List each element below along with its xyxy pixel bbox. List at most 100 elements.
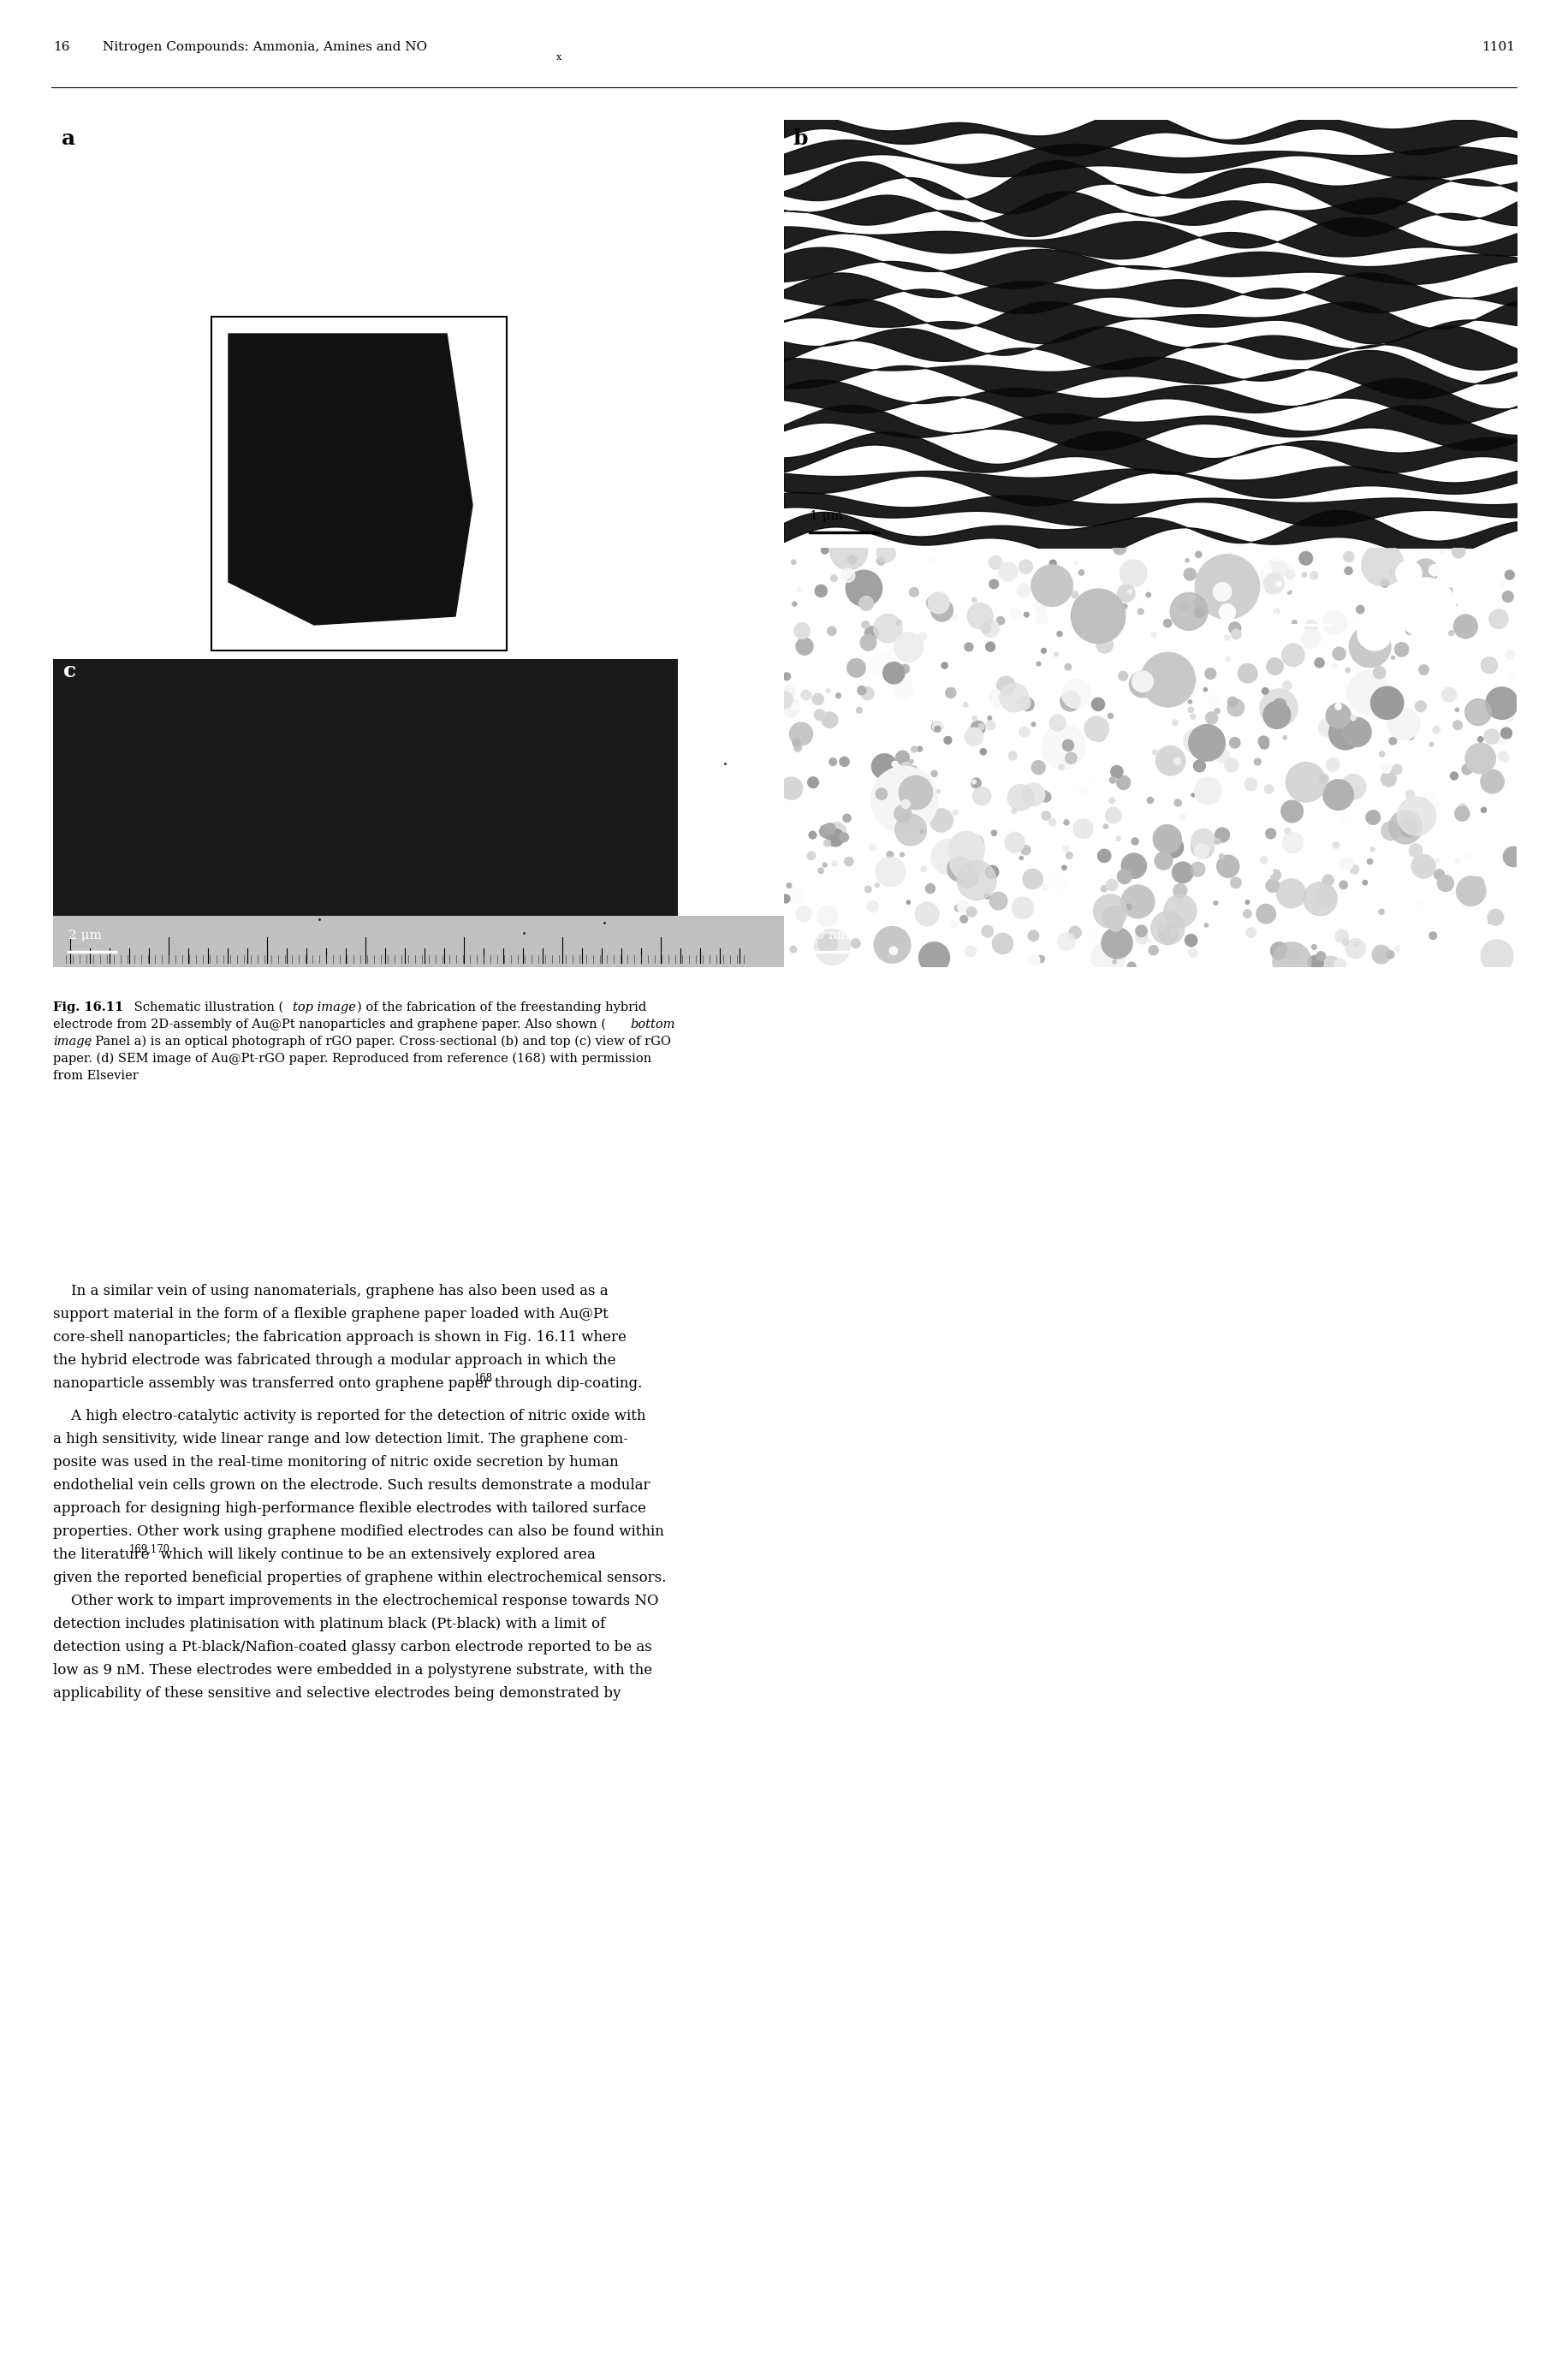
Circle shape xyxy=(941,663,947,668)
Text: 169,170: 169,170 xyxy=(129,1544,169,1554)
Circle shape xyxy=(1049,820,1055,827)
Circle shape xyxy=(1419,665,1428,675)
Circle shape xyxy=(1443,884,1449,889)
Circle shape xyxy=(1069,927,1082,939)
Circle shape xyxy=(972,596,977,601)
Circle shape xyxy=(1396,561,1422,587)
Circle shape xyxy=(911,746,917,753)
Text: Schematic illustration (: Schematic illustration ( xyxy=(130,1000,284,1015)
Circle shape xyxy=(1066,853,1073,858)
Circle shape xyxy=(1214,582,1231,601)
Circle shape xyxy=(989,580,999,589)
Circle shape xyxy=(895,751,909,765)
Circle shape xyxy=(972,715,977,720)
Circle shape xyxy=(909,765,917,775)
Circle shape xyxy=(1454,615,1477,639)
Circle shape xyxy=(1449,630,1454,637)
Circle shape xyxy=(1098,848,1110,862)
Circle shape xyxy=(1267,658,1283,675)
Circle shape xyxy=(972,786,991,805)
Circle shape xyxy=(1206,713,1218,725)
Circle shape xyxy=(808,777,818,789)
Circle shape xyxy=(1074,820,1093,839)
Circle shape xyxy=(1394,642,1408,656)
Circle shape xyxy=(953,615,958,620)
Circle shape xyxy=(930,808,953,832)
Text: endothelial vein cells grown on the electrode. Such results demonstrate a modula: endothelial vein cells grown on the elec… xyxy=(53,1478,651,1492)
Circle shape xyxy=(872,753,897,779)
Circle shape xyxy=(1156,746,1185,775)
Circle shape xyxy=(782,672,790,680)
Circle shape xyxy=(1320,775,1328,784)
Circle shape xyxy=(1430,931,1436,939)
Circle shape xyxy=(803,737,808,739)
Circle shape xyxy=(986,865,999,879)
Circle shape xyxy=(931,599,953,623)
Circle shape xyxy=(1392,770,1397,775)
Circle shape xyxy=(1170,929,1178,936)
Circle shape xyxy=(1220,853,1225,860)
Circle shape xyxy=(964,642,974,651)
Circle shape xyxy=(782,699,800,718)
Circle shape xyxy=(1063,739,1074,751)
Circle shape xyxy=(870,651,895,677)
Circle shape xyxy=(814,929,850,965)
Text: In a similar vein of using nanomaterials, graphene has also been used as a: In a similar vein of using nanomaterials… xyxy=(53,1283,608,1297)
Circle shape xyxy=(1287,948,1300,960)
Circle shape xyxy=(1140,680,1146,689)
Circle shape xyxy=(1355,943,1358,946)
Text: 168: 168 xyxy=(474,1373,492,1383)
Circle shape xyxy=(1417,901,1427,910)
Circle shape xyxy=(1502,756,1510,763)
Circle shape xyxy=(1008,751,1018,760)
Circle shape xyxy=(1185,934,1198,946)
Circle shape xyxy=(1193,760,1206,772)
Circle shape xyxy=(1196,751,1204,758)
Circle shape xyxy=(1350,715,1356,720)
Circle shape xyxy=(1063,758,1071,765)
Circle shape xyxy=(1065,663,1071,670)
Circle shape xyxy=(793,623,811,639)
Circle shape xyxy=(1185,558,1189,563)
Circle shape xyxy=(1499,751,1507,760)
Circle shape xyxy=(1370,848,1375,851)
Circle shape xyxy=(1435,858,1439,862)
Circle shape xyxy=(931,722,942,732)
Circle shape xyxy=(1381,765,1391,772)
Circle shape xyxy=(1283,832,1303,853)
Circle shape xyxy=(1032,784,1036,789)
Circle shape xyxy=(781,893,790,903)
Circle shape xyxy=(1090,929,1098,939)
Circle shape xyxy=(1184,729,1207,753)
Circle shape xyxy=(920,867,927,872)
Circle shape xyxy=(808,851,815,860)
Circle shape xyxy=(1024,613,1029,618)
Circle shape xyxy=(1074,599,1082,606)
Circle shape xyxy=(1345,668,1350,672)
Text: 1101: 1101 xyxy=(1482,40,1515,52)
Circle shape xyxy=(1265,829,1276,839)
Circle shape xyxy=(1490,611,1508,630)
Circle shape xyxy=(1250,582,1256,587)
Circle shape xyxy=(1215,708,1220,713)
Circle shape xyxy=(925,962,930,969)
Circle shape xyxy=(950,846,983,879)
Circle shape xyxy=(878,653,883,658)
Circle shape xyxy=(1264,573,1284,594)
Circle shape xyxy=(1192,836,1214,858)
Circle shape xyxy=(1265,879,1279,893)
Circle shape xyxy=(1173,862,1193,884)
Circle shape xyxy=(1041,725,1085,770)
Circle shape xyxy=(1113,960,1116,965)
Circle shape xyxy=(1022,784,1044,805)
Circle shape xyxy=(1170,592,1207,630)
Circle shape xyxy=(925,884,935,893)
Circle shape xyxy=(1273,943,1311,981)
Text: Nitrogen Compounds: Ammonia, Amines and NO: Nitrogen Compounds: Ammonia, Amines and … xyxy=(103,40,426,52)
Circle shape xyxy=(1380,751,1385,756)
Circle shape xyxy=(1322,874,1334,886)
Circle shape xyxy=(858,596,862,601)
Circle shape xyxy=(1195,843,1209,858)
Circle shape xyxy=(1317,886,1338,908)
Circle shape xyxy=(1350,625,1391,668)
